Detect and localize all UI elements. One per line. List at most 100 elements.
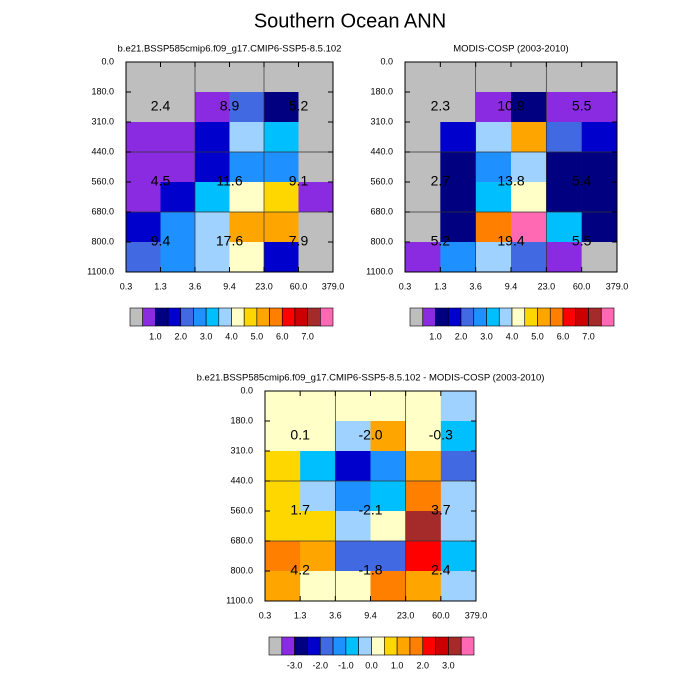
cell bbox=[265, 451, 301, 482]
y-tick-label: 1100.0 bbox=[366, 266, 393, 276]
y-tick-label: 800.0 bbox=[370, 236, 393, 246]
cell bbox=[195, 182, 230, 213]
y-tick-label: 680.0 bbox=[230, 535, 253, 545]
panel-title: MODIS-COSP (2003-2010) bbox=[453, 44, 568, 55]
cell bbox=[229, 62, 265, 93]
y-tick-label: 560.0 bbox=[230, 505, 253, 515]
cell bbox=[511, 242, 547, 273]
cell bbox=[405, 391, 442, 422]
cell bbox=[195, 122, 230, 153]
cell bbox=[298, 212, 334, 243]
colorbar-label: 4.0 bbox=[225, 331, 238, 341]
group-total: 2.4 bbox=[431, 562, 451, 578]
x-tick-label: 60.0 bbox=[290, 281, 308, 291]
cell bbox=[335, 451, 371, 482]
colorbar-box bbox=[549, 307, 564, 327]
y-tick-label: 310.0 bbox=[230, 445, 253, 455]
cell bbox=[511, 92, 547, 123]
group-total: 9.1 bbox=[289, 173, 309, 189]
cell bbox=[581, 182, 618, 213]
cell bbox=[298, 242, 334, 273]
cell bbox=[126, 122, 161, 153]
group-total: 10.9 bbox=[497, 98, 524, 114]
cell bbox=[405, 541, 442, 572]
cell bbox=[511, 182, 547, 213]
cell bbox=[264, 62, 299, 93]
colorbar-label: 6.0 bbox=[557, 331, 570, 341]
colorbar-box bbox=[218, 307, 232, 327]
colorbar-box bbox=[460, 307, 475, 327]
colorbar-label: 7.0 bbox=[582, 331, 595, 341]
cell bbox=[511, 62, 547, 93]
cell bbox=[581, 152, 618, 183]
colorbar-box bbox=[447, 307, 462, 327]
cell bbox=[300, 511, 336, 542]
cell bbox=[475, 152, 512, 183]
cell bbox=[160, 182, 196, 213]
x-tick-label: 379.0 bbox=[606, 281, 629, 291]
colorbar-label: 6.0 bbox=[276, 331, 289, 341]
colorbar-box bbox=[409, 307, 424, 327]
cell bbox=[440, 571, 477, 602]
cell bbox=[370, 541, 406, 572]
x-tick-label: 3.6 bbox=[469, 281, 482, 291]
colorbar-box bbox=[268, 636, 283, 656]
cell bbox=[370, 511, 406, 542]
cell bbox=[405, 62, 441, 93]
cell bbox=[335, 571, 371, 602]
cell bbox=[264, 122, 299, 153]
y-tick-label: 800.0 bbox=[230, 565, 253, 575]
x-tick-label: 60.0 bbox=[432, 610, 450, 620]
cell bbox=[546, 212, 582, 243]
colorbar-box bbox=[307, 636, 321, 656]
colorbar-box bbox=[307, 307, 321, 327]
cell bbox=[370, 481, 406, 512]
cell bbox=[264, 182, 299, 213]
colorbar-box bbox=[332, 636, 347, 656]
cell bbox=[229, 212, 265, 243]
cell bbox=[405, 571, 442, 602]
colorbar-box bbox=[243, 307, 258, 327]
colorbar-box bbox=[205, 307, 220, 327]
y-tick-label: 680.0 bbox=[91, 206, 114, 216]
cell bbox=[370, 391, 406, 422]
cell bbox=[475, 62, 512, 93]
cell bbox=[511, 152, 547, 183]
colorbar-box bbox=[384, 636, 398, 656]
cell bbox=[298, 62, 334, 93]
colorbar-box bbox=[600, 307, 615, 327]
colorbar-box bbox=[396, 636, 411, 656]
group-total: 8.9 bbox=[220, 98, 240, 114]
cell bbox=[265, 511, 301, 542]
group-total: 5.5 bbox=[572, 98, 592, 114]
colorbar-box bbox=[319, 636, 334, 656]
y-tick-label: 1100.0 bbox=[226, 595, 253, 605]
colorbar-label: 2.0 bbox=[455, 331, 468, 341]
colorbar-box bbox=[294, 636, 308, 656]
cell bbox=[475, 242, 512, 273]
cell bbox=[160, 152, 196, 183]
cell bbox=[370, 571, 406, 602]
x-tick-label: 0.3 bbox=[120, 281, 133, 291]
x-tick-label: 1.3 bbox=[294, 610, 307, 620]
y-tick-label: 0.0 bbox=[101, 56, 114, 66]
panel-title: b.e21.BSSP585cmip6.f09_g17.CMIP6-SSP5-8.… bbox=[118, 44, 342, 55]
colorbar-box bbox=[358, 636, 372, 656]
cell bbox=[546, 242, 582, 273]
cell bbox=[126, 182, 161, 213]
x-tick-label: 9.4 bbox=[364, 610, 377, 620]
cell bbox=[440, 511, 477, 542]
colorbar-label: 7.0 bbox=[301, 331, 314, 341]
cell bbox=[160, 212, 196, 243]
cell bbox=[298, 122, 334, 153]
cell bbox=[440, 421, 477, 452]
x-tick-label: 3.6 bbox=[189, 281, 202, 291]
cell bbox=[581, 92, 618, 123]
colorbar-label: -2.0 bbox=[312, 660, 328, 670]
cell bbox=[440, 152, 476, 183]
colorbar-box bbox=[180, 307, 194, 327]
cell bbox=[335, 481, 371, 512]
cell bbox=[300, 481, 336, 512]
x-tick-label: 23.0 bbox=[538, 281, 556, 291]
cell bbox=[546, 122, 582, 153]
